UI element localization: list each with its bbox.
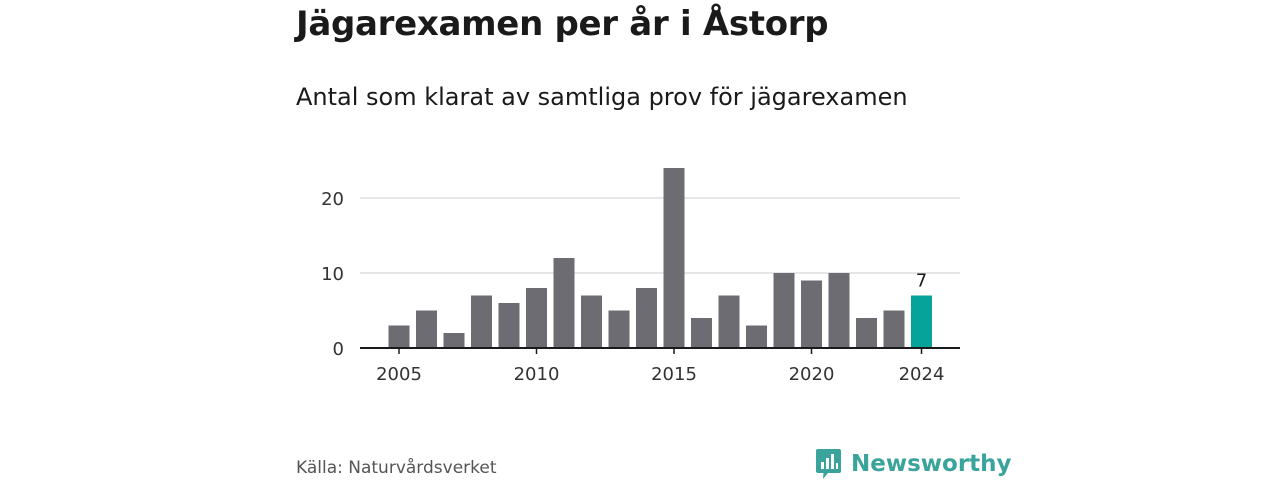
- bar: [636, 288, 657, 348]
- data-labels: 7: [916, 271, 927, 292]
- bar: [691, 318, 712, 348]
- brand: Newsworthy: [815, 447, 1012, 481]
- y-tick-label: 0: [333, 339, 344, 360]
- bar: [746, 325, 767, 348]
- newsworthy-logo-icon: [816, 449, 841, 479]
- bar: [388, 325, 410, 348]
- bar: [663, 168, 685, 348]
- bar: [581, 295, 602, 348]
- bar: [773, 273, 795, 348]
- source-note: Källa: Naturvårdsverket: [296, 458, 497, 478]
- y-axis-ticks: 0 10 20: [321, 189, 344, 360]
- bar: [883, 310, 905, 348]
- x-tick-label: 2005: [376, 364, 422, 385]
- chart-title: Jägarexamen per år i Åstorp: [296, 4, 829, 44]
- bar: [498, 303, 520, 348]
- bar: [416, 310, 437, 348]
- bar: [828, 273, 850, 348]
- bar: [526, 288, 547, 348]
- data-label: 7: [916, 271, 927, 292]
- bar: [801, 280, 822, 348]
- bar-highlight: [911, 295, 932, 348]
- chart-subtitle: Antal som klarat av samtliga prov för jä…: [296, 83, 908, 111]
- brand-name: Newsworthy: [851, 451, 1012, 477]
- y-tick-label: 20: [321, 189, 344, 210]
- x-axis-ticks: 2005 2010 2015 2020 2024: [376, 348, 944, 385]
- bar: [856, 318, 877, 348]
- y-tick-label: 10: [321, 264, 344, 285]
- x-tick-label: 2024: [899, 364, 945, 385]
- bars: [388, 168, 932, 348]
- x-tick-label: 2020: [789, 364, 835, 385]
- bar: [443, 333, 465, 348]
- bar: [553, 258, 575, 348]
- gridlines: [360, 197, 960, 274]
- bar: [718, 295, 740, 348]
- x-tick-label: 2015: [651, 364, 697, 385]
- bar: [608, 310, 630, 348]
- bar: [471, 295, 492, 348]
- x-tick-label: 2010: [514, 364, 560, 385]
